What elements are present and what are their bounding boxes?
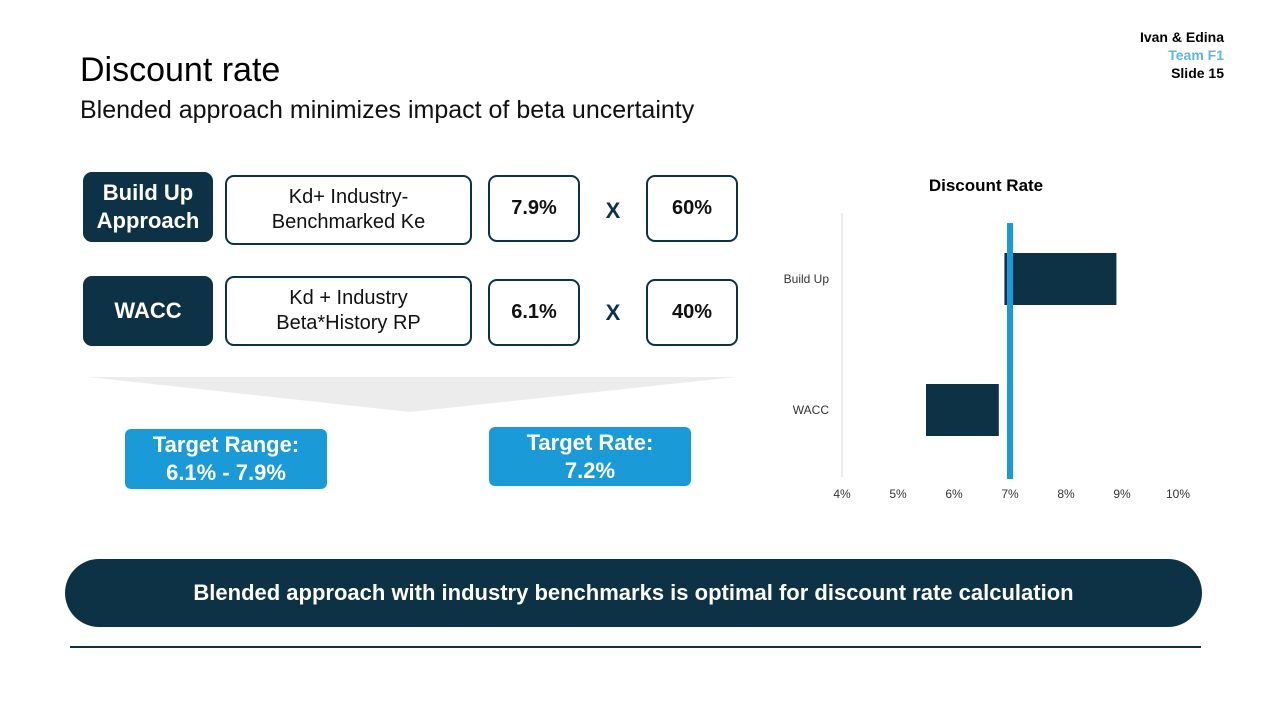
build-up-name-line2: Approach <box>96 208 200 233</box>
wacc-method-line2: Beta*History RP <box>276 312 421 334</box>
funnel-arrow-polygon <box>88 377 736 412</box>
wacc-approach-box: WACC <box>83 276 213 346</box>
chart-x-tick-label: 7% <box>1001 487 1019 501</box>
wacc-method-box: Kd + Industry Beta*History RP <box>225 276 472 346</box>
build-up-name-line1: Build Up <box>102 180 194 205</box>
target-range-box: Target Range: 6.1% - 7.9% <box>125 429 327 489</box>
page-title: Discount rate <box>80 51 281 89</box>
authors-label: Ivan & Edina <box>1139 29 1224 45</box>
target-range-label: Target Range: <box>152 432 300 457</box>
conclusion-banner: Blended approach with industry benchmark… <box>65 559 1202 627</box>
chart-bar-wacc <box>926 384 999 436</box>
build-up-weight: 60% <box>671 197 713 219</box>
chart-x-tick-label: 4% <box>833 487 851 501</box>
bottom-divider <box>70 646 1201 648</box>
chart-x-tick-label: 8% <box>1057 487 1075 501</box>
funnel-arrow-shape <box>88 377 736 412</box>
target-range-value: 6.1% - 7.9% <box>166 460 286 485</box>
chart-category-label: WACC <box>793 403 830 417</box>
page-subtitle: Blended approach minimizes impact of bet… <box>80 96 695 124</box>
multiply-sign: X <box>605 300 621 325</box>
chart-x-tick-label: 10% <box>1166 487 1190 501</box>
target-rate-value: 7.2% <box>564 457 616 483</box>
build-up-method-box: Kd+ Industry- Benchmarked Ke <box>225 175 472 245</box>
chart-category-label: Build Up <box>784 272 830 286</box>
target-rate-box: Target Rate: 7.2% <box>489 427 691 486</box>
build-up-weight-box: 60% <box>646 175 738 242</box>
discount-rate-chart: Discount Rate Build Up WACC 4% 5% 6% 7% 8% 9% 1… <box>784 176 1191 501</box>
multiply-sign: X <box>605 198 621 223</box>
build-up-rate-box: 7.9% <box>488 175 580 242</box>
build-up-method-line2: Benchmarked Ke <box>271 211 426 233</box>
chart-reference-line <box>1007 223 1013 479</box>
build-up-approach-box: Build Up Approach <box>83 172 213 242</box>
build-up-method-line1: Kd+ Industry- <box>288 186 409 208</box>
slide-number: Slide 15 <box>1171 65 1224 81</box>
chart-x-tick-label: 9% <box>1113 487 1131 501</box>
chart-title: Discount Rate <box>929 176 1043 195</box>
chart-bar-build-up <box>1004 253 1117 305</box>
slide-meta: Ivan & Edina Team F1 Slide 15 <box>1140 28 1224 82</box>
wacc-rate-box: 6.1% <box>488 279 580 346</box>
conclusion-text: Blended approach with industry benchmark… <box>193 580 1074 605</box>
team-label: Team F1 <box>1168 47 1224 63</box>
wacc-rate: 6.1% <box>511 301 557 323</box>
target-rate-label: Target Rate: <box>526 429 654 455</box>
chart-x-tick-label: 6% <box>945 487 963 501</box>
wacc-name: WACC <box>114 298 182 323</box>
wacc-weight: 40% <box>671 301 713 323</box>
wacc-weight-box: 40% <box>646 279 738 346</box>
chart-x-tick-label: 5% <box>889 487 907 501</box>
build-up-rate: 7.9% <box>511 197 557 219</box>
wacc-method-line1: Kd + Industry <box>289 287 408 309</box>
